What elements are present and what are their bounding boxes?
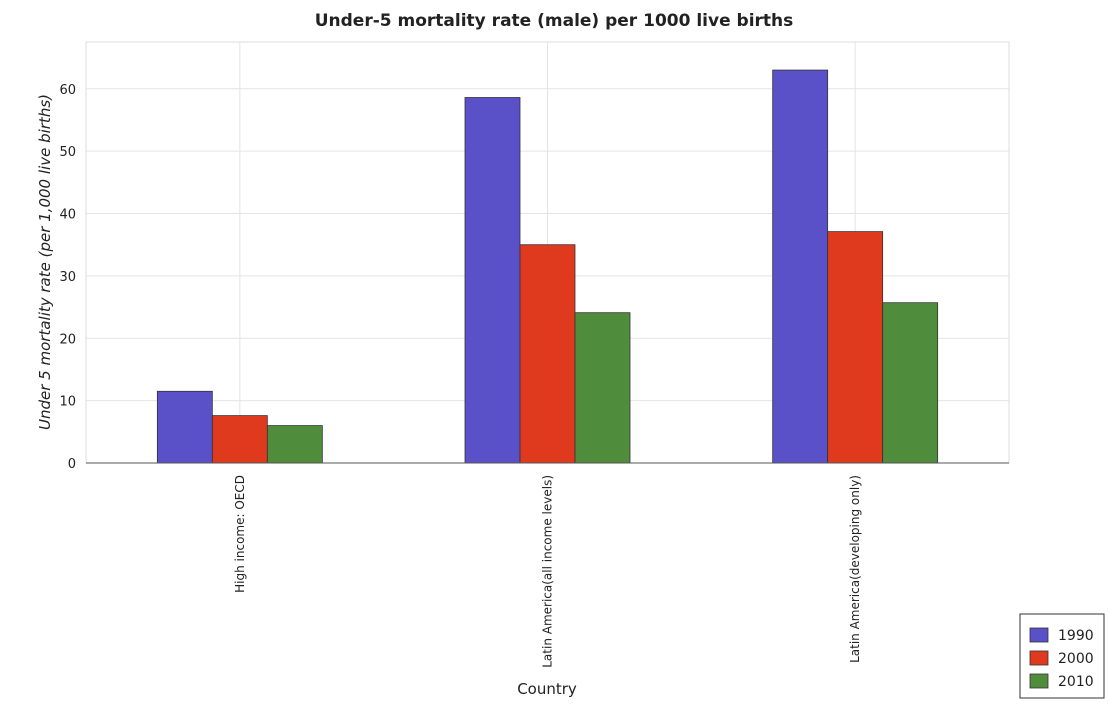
chart-title: Under-5 mortality rate (male) per 1000 l…: [315, 11, 794, 31]
legend-swatch: [1029, 650, 1049, 666]
y-tick-label: 40: [59, 208, 76, 223]
bar-1990: [772, 69, 829, 464]
bars: [156, 69, 939, 464]
legend-swatch: [1029, 673, 1049, 689]
legend-label: 2000: [1058, 651, 1094, 667]
bar-2000: [211, 415, 268, 464]
bar-1990: [156, 390, 213, 464]
bar-1990: [464, 97, 521, 464]
bar-2000: [519, 244, 576, 464]
y-tick-label: 20: [59, 332, 76, 347]
bar-2010: [266, 425, 323, 464]
y-tick-label: 0: [68, 457, 76, 472]
y-tick-label: 30: [59, 270, 76, 285]
bar-2000: [827, 231, 884, 464]
legend-label: 2010: [1058, 674, 1094, 690]
axes: 0 10 20 30 40 50 60 High income: OECD Latin Amer…: [59, 41, 1010, 668]
y-tick-label: 50: [59, 145, 76, 160]
legend-label: 1990: [1058, 628, 1094, 644]
legend-swatch: [1029, 627, 1049, 643]
bar-2010: [882, 302, 939, 464]
y-tick-label: 10: [59, 395, 76, 410]
x-tick-label: Latin America(developing only): [848, 475, 862, 663]
legend: 1990 2000 2010: [1019, 613, 1105, 699]
bar-2010: [574, 312, 631, 464]
x-axis-label: Country: [517, 680, 577, 698]
x-tick-label: Latin America(all income levels): [541, 475, 555, 668]
y-tick-label: 60: [59, 83, 76, 98]
y-axis-label: Under 5 mortality rate (per 1,000 live b…: [36, 94, 54, 430]
x-tick-label: High income: OECD: [233, 475, 247, 593]
